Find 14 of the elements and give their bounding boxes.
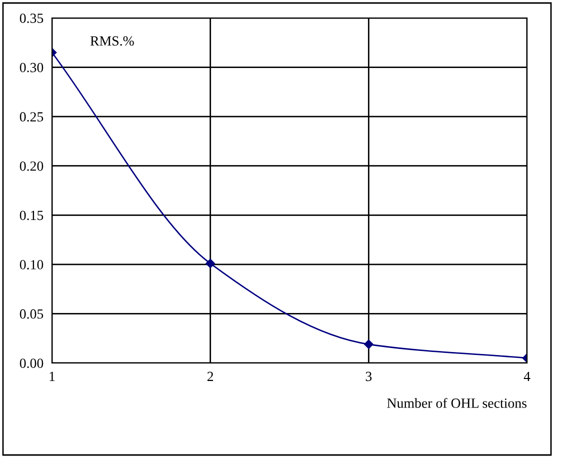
x-tick-label: 4 (524, 372, 530, 381)
y-tick-label: 0.35 (20, 14, 44, 24)
y-tick-label: 0.00 (20, 358, 44, 368)
x-axis-title: Number of OHL sections (387, 398, 526, 408)
y-tick-label: 0.25 (20, 112, 44, 122)
x-tick-label: 1 (50, 372, 55, 381)
y-axis-title: RMS.% (90, 36, 134, 46)
y-tick-label: 0.10 (20, 260, 44, 270)
x-tick-label: 3 (366, 372, 372, 382)
y-tick-label: 0.05 (20, 309, 44, 319)
y-tick-label: 0.30 (20, 62, 44, 72)
y-tick-label: 0.15 (20, 210, 44, 220)
y-tick-label: 0.20 (20, 161, 44, 171)
x-tick-label: 2 (207, 372, 214, 381)
